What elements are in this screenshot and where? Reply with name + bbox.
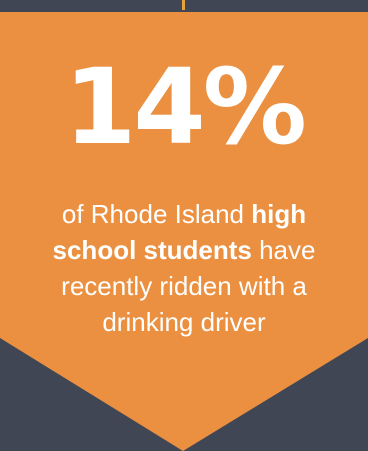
stat-value: 14%: [64, 46, 307, 168]
stat-caption-bold: high school students: [52, 199, 307, 265]
stat-caption: of Rhode Island high school students hav…: [20, 196, 348, 340]
stat-caption-suffix: have recently ridden with a drinking dri…: [61, 235, 316, 337]
banner-polygon: [0, 12, 368, 451]
stat-caption-prefix: of Rhode Island: [61, 199, 252, 229]
connector-line: [182, 0, 185, 10]
